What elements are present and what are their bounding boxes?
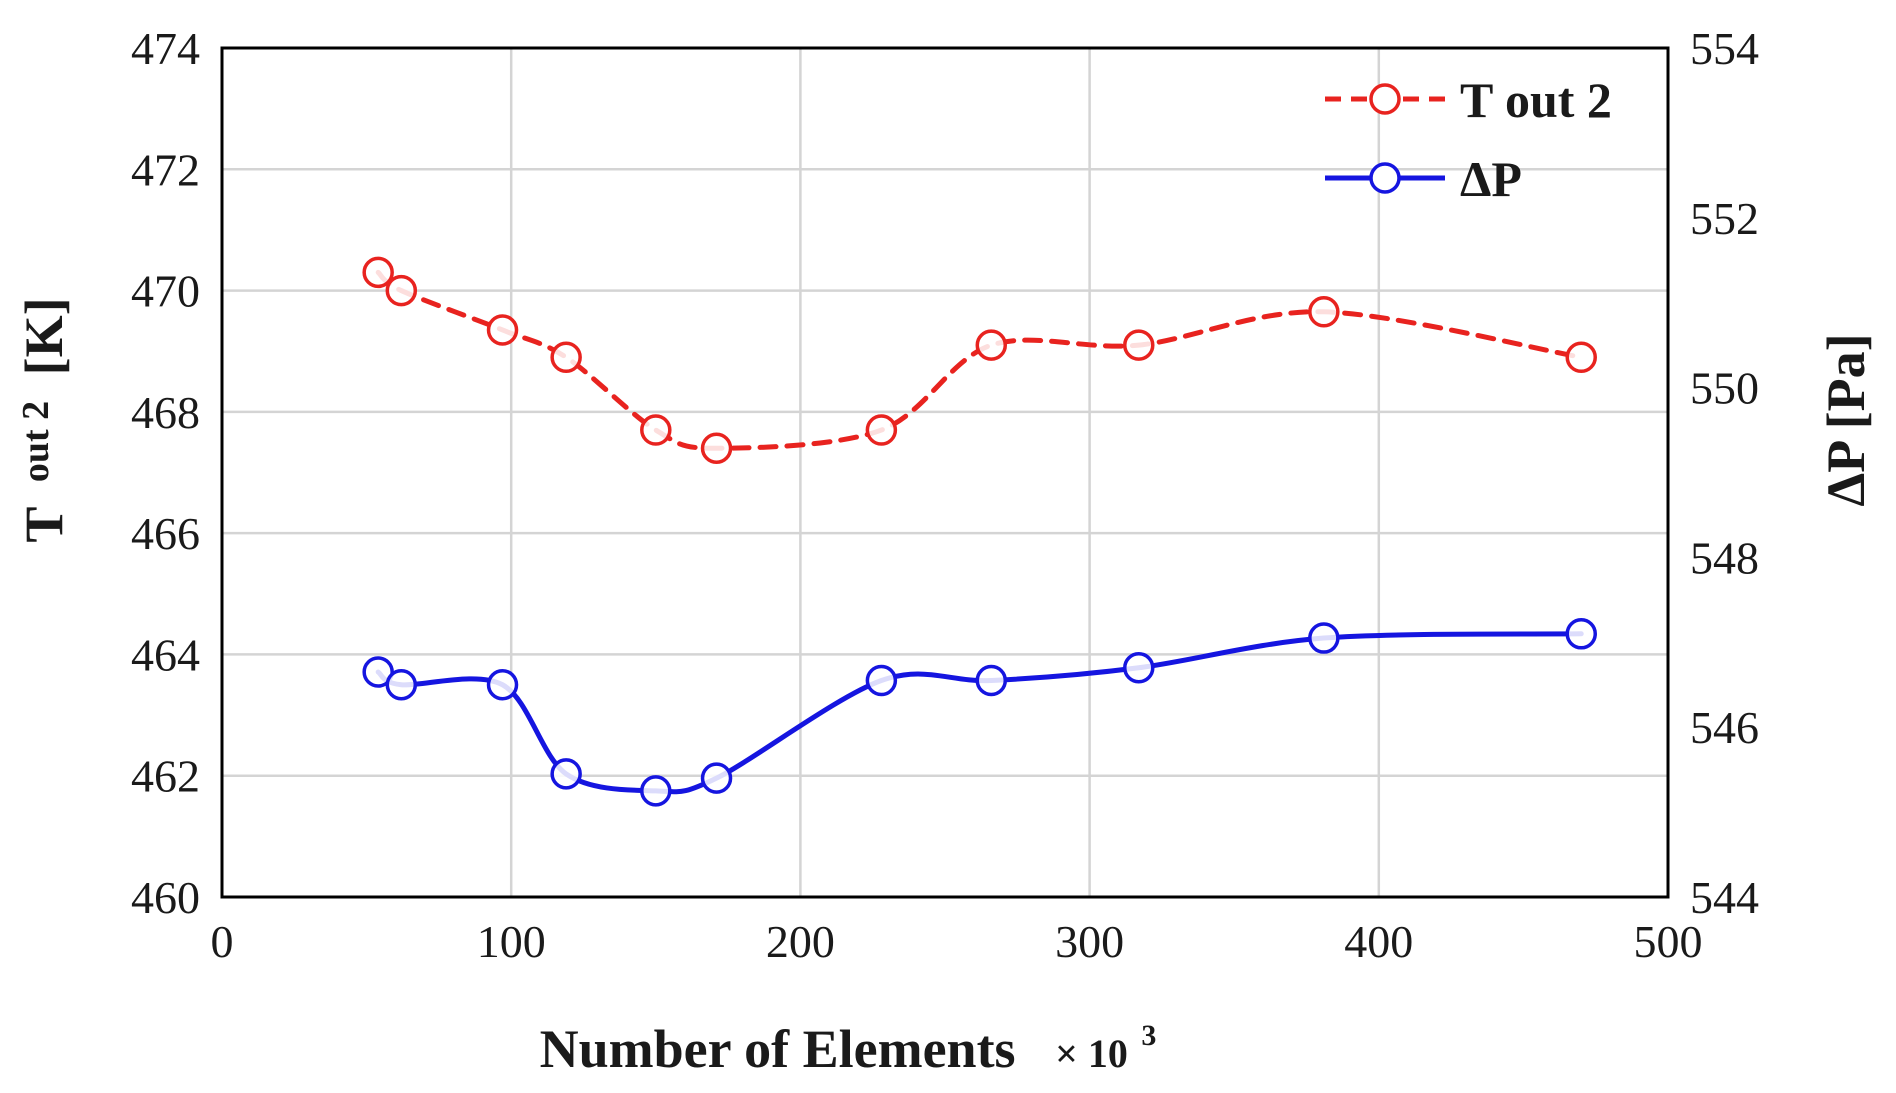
data-point-dp (385, 669, 418, 701)
data-point-tout2 (385, 274, 418, 307)
data-point-dp (975, 664, 1008, 697)
x-axis-title: Number of Elements × 10 3 (540, 1019, 1157, 1079)
data-point-dp (865, 664, 898, 697)
data-point-dp (1308, 622, 1340, 654)
x-tick-label: 300 (1055, 916, 1124, 967)
y-left-tick-label: 460 (131, 872, 200, 923)
y-left-tick-label: 464 (131, 629, 200, 680)
y-right-tick-label: 552 (1690, 193, 1759, 244)
legend-label-dp: ΔP (1460, 151, 1522, 207)
data-point-tout2 (1123, 329, 1155, 361)
data-point-tout2 (486, 314, 519, 346)
x-title-suffix: × 10 (1055, 1031, 1128, 1076)
y-right-tick-label: 544 (1690, 872, 1759, 923)
data-point-dp (1565, 618, 1597, 650)
y-left-tick-label: 472 (131, 144, 200, 195)
y-left-title-subscript: out 2 (15, 401, 57, 482)
data-point-tout2 (1308, 296, 1340, 328)
y-left-tick-label: 462 (131, 751, 200, 802)
legend: T out 2 ΔP (1325, 72, 1612, 207)
data-point-tout2 (865, 414, 898, 446)
x-tick-label: 400 (1344, 916, 1413, 967)
data-point-tout2 (1565, 341, 1597, 374)
data-point-dp (640, 775, 672, 807)
data-point-dp (700, 762, 733, 794)
y-left-title-unit: [K] (14, 297, 74, 375)
y-right-tick-label: 548 (1690, 532, 1759, 583)
y-left-axis-title: T out 2 [K] (0, 297, 74, 542)
x-tick-label: 500 (1634, 916, 1703, 967)
data-point-dp (1123, 652, 1155, 684)
y-right-axis-title: ΔP [Pa] (1816, 333, 1876, 506)
y-left-tick-label: 466 (131, 508, 200, 559)
y-right-tick-label: 546 (1690, 702, 1759, 753)
x-tick-label: 100 (477, 916, 546, 967)
y-left-tick-label: 468 (131, 387, 200, 438)
y-right-tick-label: 550 (1690, 363, 1759, 414)
data-point-tout2 (700, 432, 733, 464)
plot-frame (220, 46, 1670, 899)
data-point-tout2 (550, 341, 582, 374)
x-tick-label: 200 (766, 916, 835, 967)
x-title-exponent: 3 (1141, 1019, 1156, 1052)
y-left-title-main: T (14, 507, 74, 543)
data-point-dp (550, 758, 582, 790)
x-tick-label: 0 (211, 916, 234, 967)
y-right-tick-label: 554 (1690, 23, 1759, 74)
legend-marker-tout2 (1369, 83, 1401, 115)
tick-labels: 0 100 200 300 400 500 460 462 464 466 468 470 472 474… (131, 23, 1759, 967)
data-point-dp (486, 669, 519, 701)
y-left-tick-label: 470 (131, 266, 200, 317)
data-point-tout2 (640, 414, 672, 446)
data-point-tout2 (975, 329, 1008, 361)
y-left-tick-label: 474 (131, 23, 200, 74)
x-title-main: Number of Elements (540, 1019, 1016, 1079)
series-markers (362, 256, 1597, 807)
data-point-tout2 (362, 256, 394, 289)
grid (222, 48, 1668, 897)
legend-label-tout2: T out 2 (1460, 72, 1612, 128)
legend-marker-dp (1369, 162, 1401, 194)
